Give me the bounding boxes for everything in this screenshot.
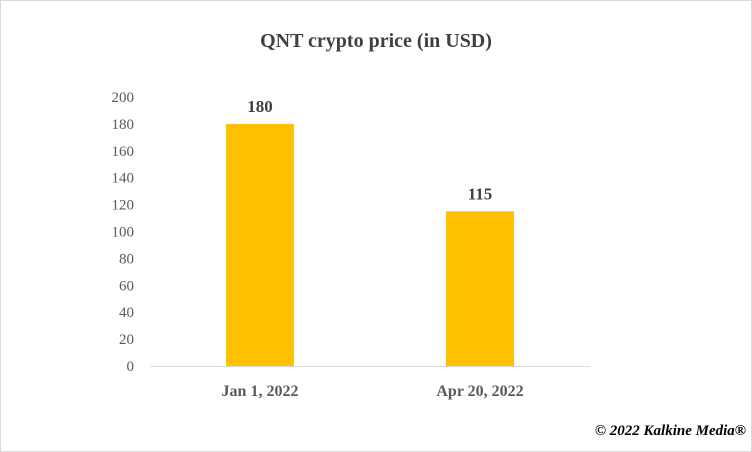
y-axis-tick-labels: 0 20 40 60 80 100 120 140 160 180 200 (112, 90, 135, 375)
bar (226, 123, 294, 367)
y-tick-label: 180 (112, 117, 135, 133)
x-tick-label: Apr 20, 2022 (436, 383, 523, 400)
y-tick-label: 100 (112, 225, 135, 241)
y-tick-label: 120 (112, 198, 135, 214)
y-tick-label: 80 (119, 251, 134, 267)
copyright-notice: © 2022 Kalkine Media® (594, 423, 746, 439)
y-tick-label: 40 (119, 305, 134, 321)
y-tick-label: 0 (127, 359, 135, 375)
y-tick-label: 140 (112, 171, 135, 187)
x-axis-tick-labels: Jan 1, 2022 Apr 20, 2022 (222, 383, 524, 400)
y-tick-label: 200 (112, 90, 135, 106)
y-tick-label: 60 (119, 278, 134, 294)
chart-title: QNT crypto price (in USD) (260, 30, 492, 52)
bar (446, 211, 514, 366)
y-tick-label: 160 (112, 144, 135, 160)
x-tick-label: Jan 1, 2022 (222, 383, 299, 400)
data-labels: 180 115 (247, 97, 492, 203)
bar-data-label: 115 (468, 184, 493, 203)
y-tick-label: 20 (119, 332, 134, 348)
bar-data-label: 180 (247, 97, 273, 116)
bars (226, 123, 514, 367)
